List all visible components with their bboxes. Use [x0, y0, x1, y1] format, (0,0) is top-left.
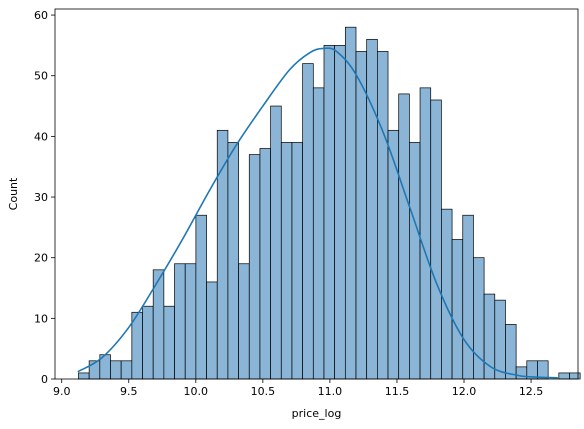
- y-tick-label: 10: [34, 312, 48, 325]
- histogram-bar: [558, 372, 570, 380]
- histogram-bar: [398, 93, 410, 380]
- histogram-bar: [195, 214, 207, 380]
- histogram-bar: [312, 87, 325, 380]
- histogram-bar: [451, 239, 464, 380]
- x-axis-ticks: 9.0 9.5 10.0 10.5 11.0 11.5 12.0 12.5: [53, 379, 543, 398]
- y-axis-label: Count: [7, 177, 20, 210]
- kde-curve: [77, 47, 558, 379]
- histogram-bar: [227, 142, 239, 380]
- y-axis-ticks: 0 10 20 30 40 50 60: [34, 9, 55, 386]
- histogram-bar: [163, 305, 175, 380]
- x-tick-label: 12.5: [519, 385, 544, 398]
- x-tick-label: 11.0: [318, 385, 343, 398]
- histogram-bar: [120, 360, 133, 380]
- x-tick-label: 12.0: [452, 385, 477, 398]
- histogram-bar: [409, 142, 421, 380]
- histogram-bar: [441, 208, 453, 380]
- histogram-bar: [462, 214, 474, 380]
- histogram-bar: [302, 63, 314, 380]
- histogram-bar: [505, 324, 517, 380]
- histogram-bar: [366, 38, 378, 380]
- y-tick-label: 60: [34, 9, 48, 22]
- y-tick-label: 50: [34, 70, 48, 83]
- histogram-bar: [291, 142, 303, 380]
- plot-frame: [54, 8, 579, 380]
- histogram-bar: [238, 263, 250, 380]
- histogram-bar: [131, 311, 143, 380]
- histogram-bar: [419, 87, 432, 380]
- histogram-bar: [259, 148, 271, 380]
- x-tick-label: 10.5: [251, 385, 276, 398]
- x-tick-label: 10.0: [184, 385, 209, 398]
- histogram-bar: [248, 154, 261, 380]
- x-tick-label: 9.0: [53, 385, 71, 398]
- histogram-bar: [387, 129, 400, 380]
- x-tick-label: 9.5: [120, 385, 138, 398]
- histogram-bar: [537, 360, 549, 380]
- histogram-bar: [78, 372, 90, 380]
- histogram-bar: [355, 51, 368, 380]
- y-tick-label: 0: [41, 373, 48, 386]
- histogram-bars: [78, 26, 581, 380]
- histogram-bar: [344, 26, 357, 380]
- y-tick-label: 40: [34, 130, 48, 143]
- histogram-bar: [334, 45, 346, 380]
- histogram-bar: [184, 263, 197, 380]
- histogram-bar: [323, 45, 336, 380]
- histogram-bar: [430, 99, 442, 380]
- y-tick-label: 20: [34, 252, 48, 265]
- histogram-bar: [206, 281, 218, 380]
- histogram-bar: [569, 372, 581, 380]
- histogram-bar: [280, 142, 293, 380]
- histogram-bar: [494, 299, 506, 380]
- histogram-bar: [110, 360, 122, 380]
- histogram-bar: [142, 305, 154, 380]
- y-tick-label: 30: [34, 191, 48, 204]
- histogram-bar: [377, 51, 389, 380]
- histogram-bar: [270, 105, 282, 380]
- x-tick-label: 11.5: [385, 385, 410, 398]
- x-axis-label: price_log: [292, 407, 342, 420]
- histogram-bar: [174, 263, 186, 380]
